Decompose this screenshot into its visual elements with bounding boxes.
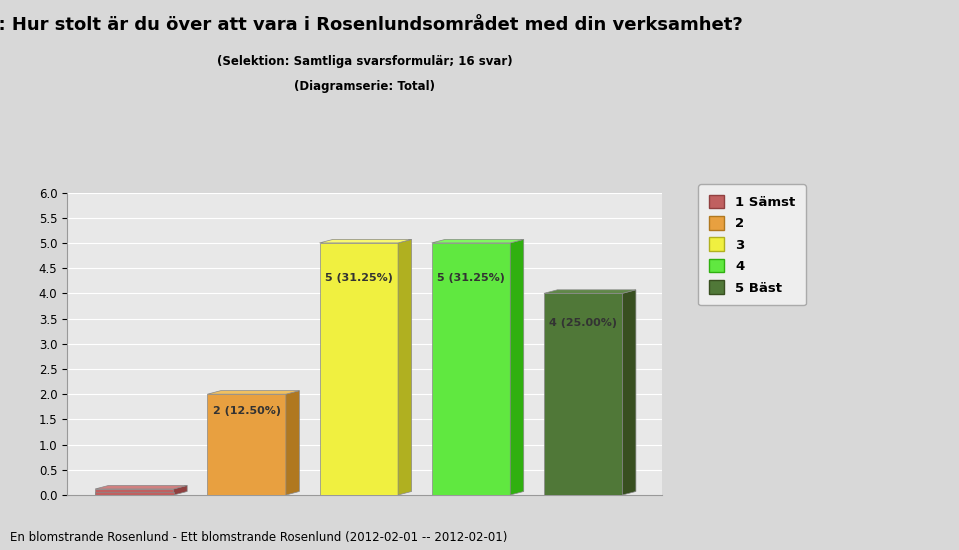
Text: (Selektion: Samtliga svarsformulär; 16 svar): (Selektion: Samtliga svarsformulär; 16 s… <box>217 55 512 68</box>
Text: 4 (25.00%): 4 (25.00%) <box>550 317 618 328</box>
Polygon shape <box>95 492 174 495</box>
Legend: 1 Sämst, 2, 3, 4, 5 Bäst: 1 Sämst, 2, 3, 4, 5 Bäst <box>698 184 806 305</box>
Polygon shape <box>319 239 411 243</box>
Text: (Diagramserie: Total): (Diagramserie: Total) <box>293 80 435 93</box>
Polygon shape <box>207 394 286 495</box>
Text: En blomstrande Rosenlund - Ett blomstrande Rosenlund (2012-02-01 -- 2012-02-01): En blomstrande Rosenlund - Ett blomstran… <box>10 531 507 544</box>
Polygon shape <box>544 293 622 495</box>
Text: 5 (31.25%): 5 (31.25%) <box>325 273 393 283</box>
Polygon shape <box>207 390 299 394</box>
Polygon shape <box>174 486 187 495</box>
Polygon shape <box>432 239 524 243</box>
Polygon shape <box>95 489 174 495</box>
Polygon shape <box>319 243 398 495</box>
Polygon shape <box>510 239 524 495</box>
Text: 5 (31.25%): 5 (31.25%) <box>437 273 505 283</box>
Polygon shape <box>622 290 636 495</box>
Text: 2 (12.50%): 2 (12.50%) <box>213 406 281 416</box>
Text: 4: Hur stolt är du över att vara i Rosenlundsområdet med din verksamhet?: 4: Hur stolt är du över att vara i Rosen… <box>0 16 743 35</box>
Polygon shape <box>286 390 299 495</box>
Polygon shape <box>432 243 510 495</box>
Polygon shape <box>398 239 411 495</box>
Polygon shape <box>544 290 636 293</box>
Polygon shape <box>95 486 187 489</box>
